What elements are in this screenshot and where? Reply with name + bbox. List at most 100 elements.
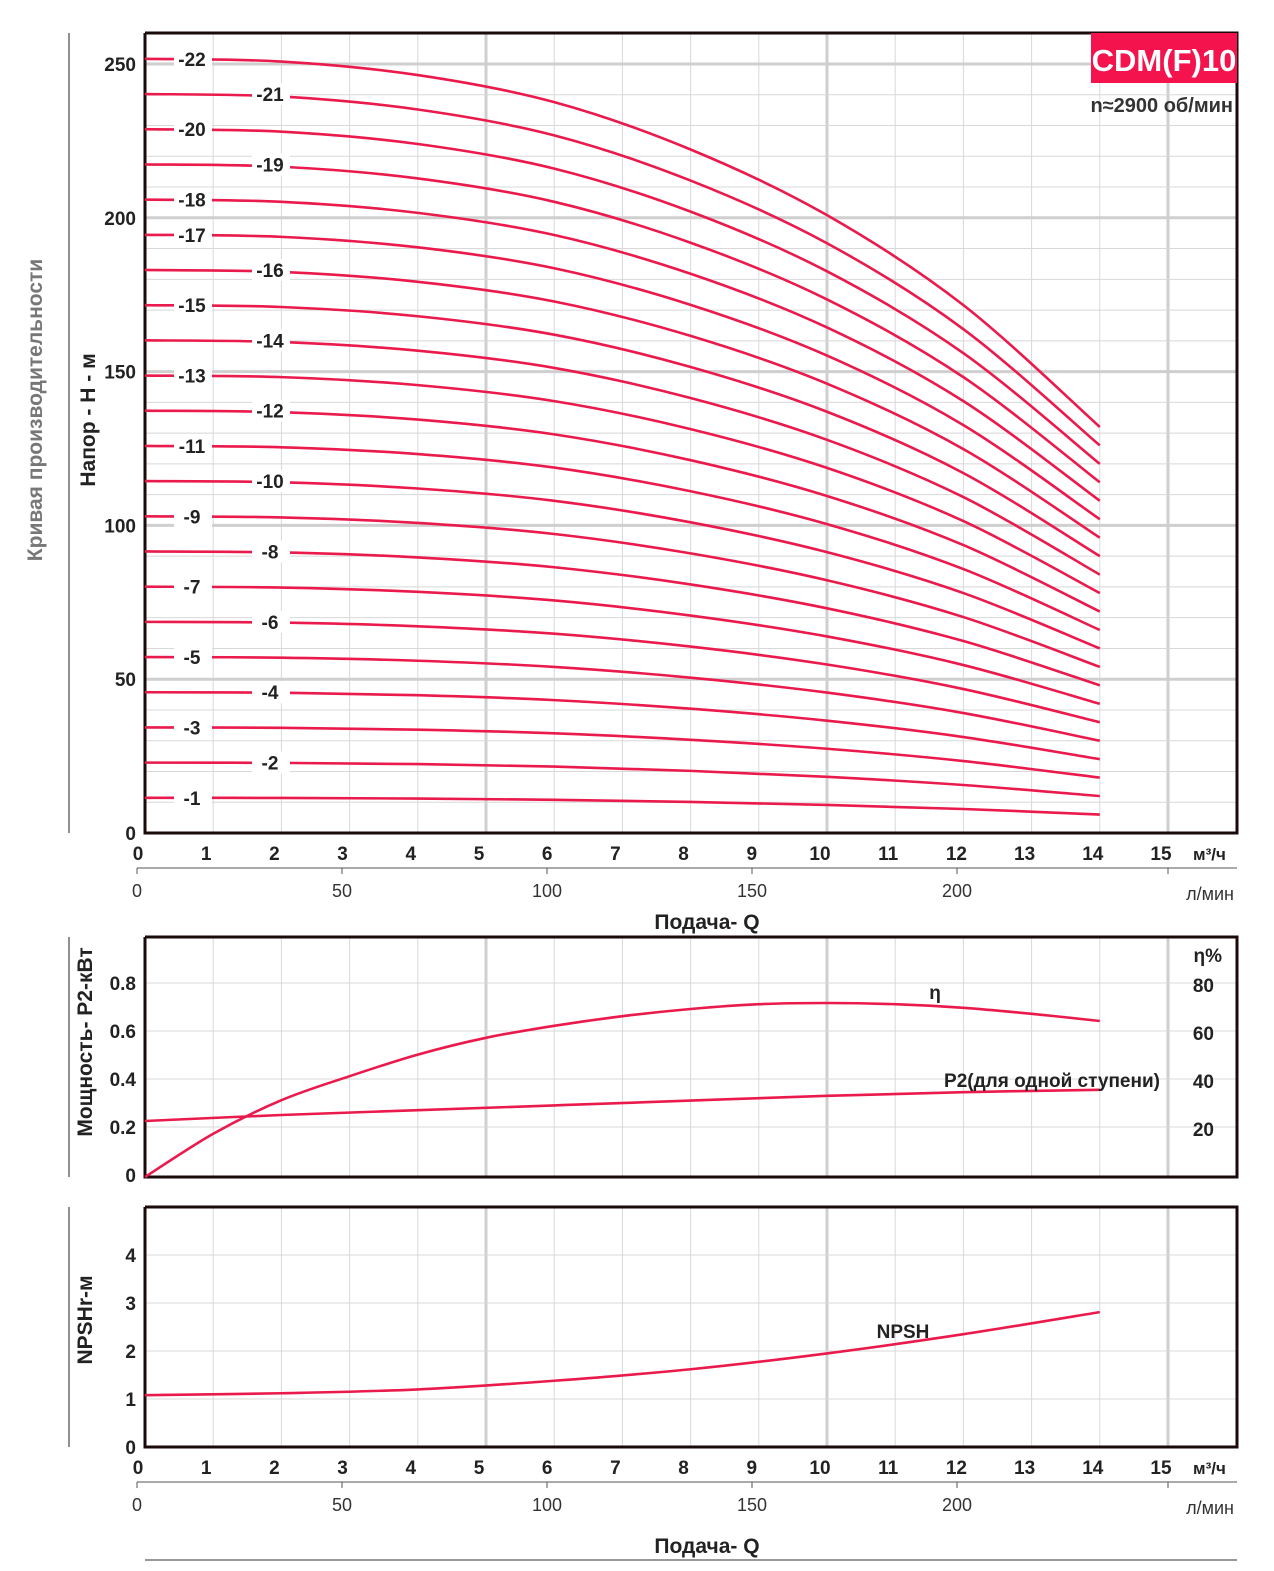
y-tick-label: 0 [125,824,136,845]
head-curve-stage-6 [144,620,1101,724]
stage-label-bg [174,646,212,669]
stage-label: -10 [256,472,283,493]
head-curve-stage-18 [144,198,1101,502]
x-axis-title: Подача- Q [654,1535,759,1558]
x-tick-label: 5 [474,1458,485,1479]
x-tick-label: 7 [610,844,621,865]
head-curve-stage-9 [144,514,1101,669]
y-tick-label: 0.6 [110,1022,136,1043]
lmin-unit-label: л/мин [1186,1498,1234,1518]
x-tick-label: 4 [406,844,417,865]
stage-label: -8 [262,542,279,563]
x-tick-label: 5 [474,844,485,865]
x-axes: 0 1 2 3 4 5 6 7 8 9 10 11 12 13 14 15 м³/ч0 50 100 150 200 л/… [132,844,1237,1561]
lmin-tick-label: 0 [132,1495,142,1515]
efficiency-label: η [929,983,941,1004]
stage-label-bg [252,329,290,352]
y-tick-label: 150 [104,363,136,384]
y-tick-label: 100 [104,516,136,537]
speed-label: n≈2900 об/мин [1090,95,1233,117]
model-badge [1091,33,1237,83]
stage-label: -14 [256,331,284,352]
y2-axis-title: η% [1194,946,1223,967]
stage-label: -21 [256,85,284,106]
x-tick-label: 14 [1082,1458,1104,1479]
stage-label-bg [252,470,290,493]
head-curve-stage-20 [144,127,1101,465]
x-tick-label: 13 [1014,1458,1035,1479]
lmin-tick-label: 100 [532,1495,562,1515]
stage-label-bg [174,364,212,387]
stage-label: -16 [256,261,283,282]
stage-label: -12 [256,402,283,423]
x-tick-label: 10 [809,844,830,865]
x-tick-label: 12 [946,1458,967,1479]
y-axis-title: Напор - H - м [77,353,100,486]
y-tick-label: 250 [104,55,136,76]
x-tick-label: 6 [542,844,553,865]
plot-frame [143,1205,1239,1449]
head-curve-stage-13 [144,374,1101,595]
lmin-tick-label: 200 [942,881,972,901]
model-title: CDM(F)10 [1092,43,1237,78]
power-curve [144,1088,1100,1123]
y-tick-label: 4 [125,1246,136,1267]
stage-label-bg [252,751,290,774]
x-tick-label: 2 [269,844,280,865]
stage-label-bg [174,505,212,528]
head-curve-stage-12 [144,409,1101,613]
x-unit-label: м³/ч [1193,1459,1226,1478]
x-tick-label: 9 [747,844,758,865]
stage-label: -5 [184,648,201,669]
stage-label-bg [252,610,290,633]
x-tick-label: 11 [878,844,899,865]
lmin-tick-label: 100 [532,881,562,901]
lmin-tick-label: 50 [332,881,352,901]
stage-label-bg [174,575,212,598]
head-curve-stage-10 [144,479,1101,650]
x-tick-label: 6 [542,1458,553,1479]
head-curve-stage-8 [144,550,1101,687]
efficiency-curve [144,1001,1100,1179]
lmin-tick-label: 0 [132,881,142,901]
x-tick-label: 0 [133,1458,144,1479]
lmin-tick-label: 150 [737,1495,767,1515]
x-tick-label: 3 [337,1458,348,1479]
x-tick-label: 15 [1150,844,1172,865]
head-curve-stage-5 [144,655,1101,742]
x-tick-label: 14 [1082,844,1104,865]
stage-label-bg [174,716,212,739]
y-tick-label: 0.8 [110,974,136,995]
y-tick-label: 1 [125,1390,136,1411]
stage-label: -11 [179,437,206,458]
y-tick-label: 2 [125,1342,136,1363]
x-tick-label: 13 [1014,844,1035,865]
stage-label: -3 [184,718,201,739]
x-unit-label: м³/ч [1193,845,1226,864]
y2-tick-label: 40 [1193,1072,1214,1093]
stage-label-bg [252,540,290,563]
x-tick-label: 9 [747,1458,758,1479]
x-tick-label: 12 [946,844,967,865]
plot-frame [143,31,1239,835]
stage-label: -18 [178,191,205,212]
stage-label-bg [174,223,212,246]
stage-label-bg [174,118,212,141]
lmin-tick-label: 200 [942,1495,972,1515]
plot-frame [143,935,1239,1179]
stage-label: -22 [178,50,205,71]
head-curve-stage-3 [144,726,1100,779]
npsh-label: NPSH [877,1322,930,1343]
stage-label: -15 [178,296,206,317]
stage-label: -19 [256,155,283,176]
x-tick-label: 15 [1150,1458,1172,1479]
stage-label: -20 [178,120,205,141]
stage-label: -4 [262,683,279,704]
x-tick-label: 0 [133,844,144,865]
x-tick-label: 10 [809,1458,830,1479]
stage-label-bg [252,399,290,422]
x-tick-label: 8 [678,1458,689,1479]
side-title: Кривая производительности [24,259,47,561]
power-efficiency-chart: 0 0.2 0.4 0.6 0.8 20 40 60 80 η% Мощность- P2-кВт η… [74,935,1239,1187]
